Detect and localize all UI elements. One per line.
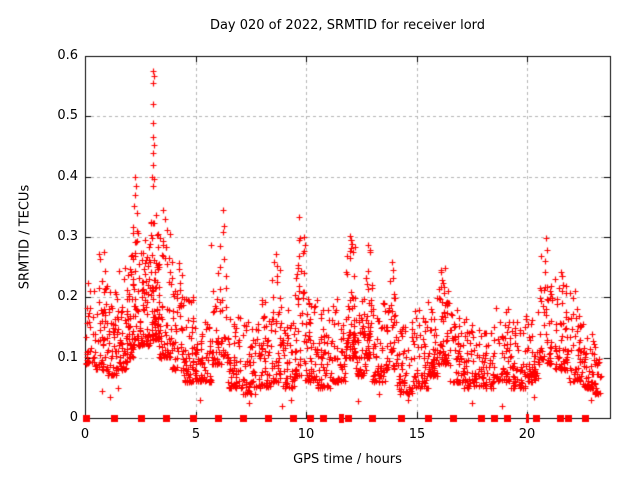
x-tick-label: 20 bbox=[518, 427, 536, 442]
x-tick-label: 15 bbox=[408, 427, 426, 442]
x-axis-label: GPS time / hours bbox=[293, 452, 402, 467]
x-tick-label: 10 bbox=[297, 427, 315, 442]
y-tick-label: 0.3 bbox=[57, 229, 78, 244]
y-tick-label: 0 bbox=[69, 410, 78, 425]
y-tick-label: 0.2 bbox=[57, 289, 78, 304]
y-tick-label: 0.1 bbox=[57, 350, 78, 365]
chart-title: Day 020 of 2022, SRMTID for receiver lor… bbox=[209, 18, 486, 33]
y-tick-label: 0.5 bbox=[57, 108, 78, 123]
x-tick-label: 5 bbox=[191, 427, 201, 442]
y-tick-label: 0.4 bbox=[57, 169, 78, 184]
y-tick-label: 0.6 bbox=[57, 48, 78, 63]
x-tick-label: 0 bbox=[80, 427, 90, 442]
